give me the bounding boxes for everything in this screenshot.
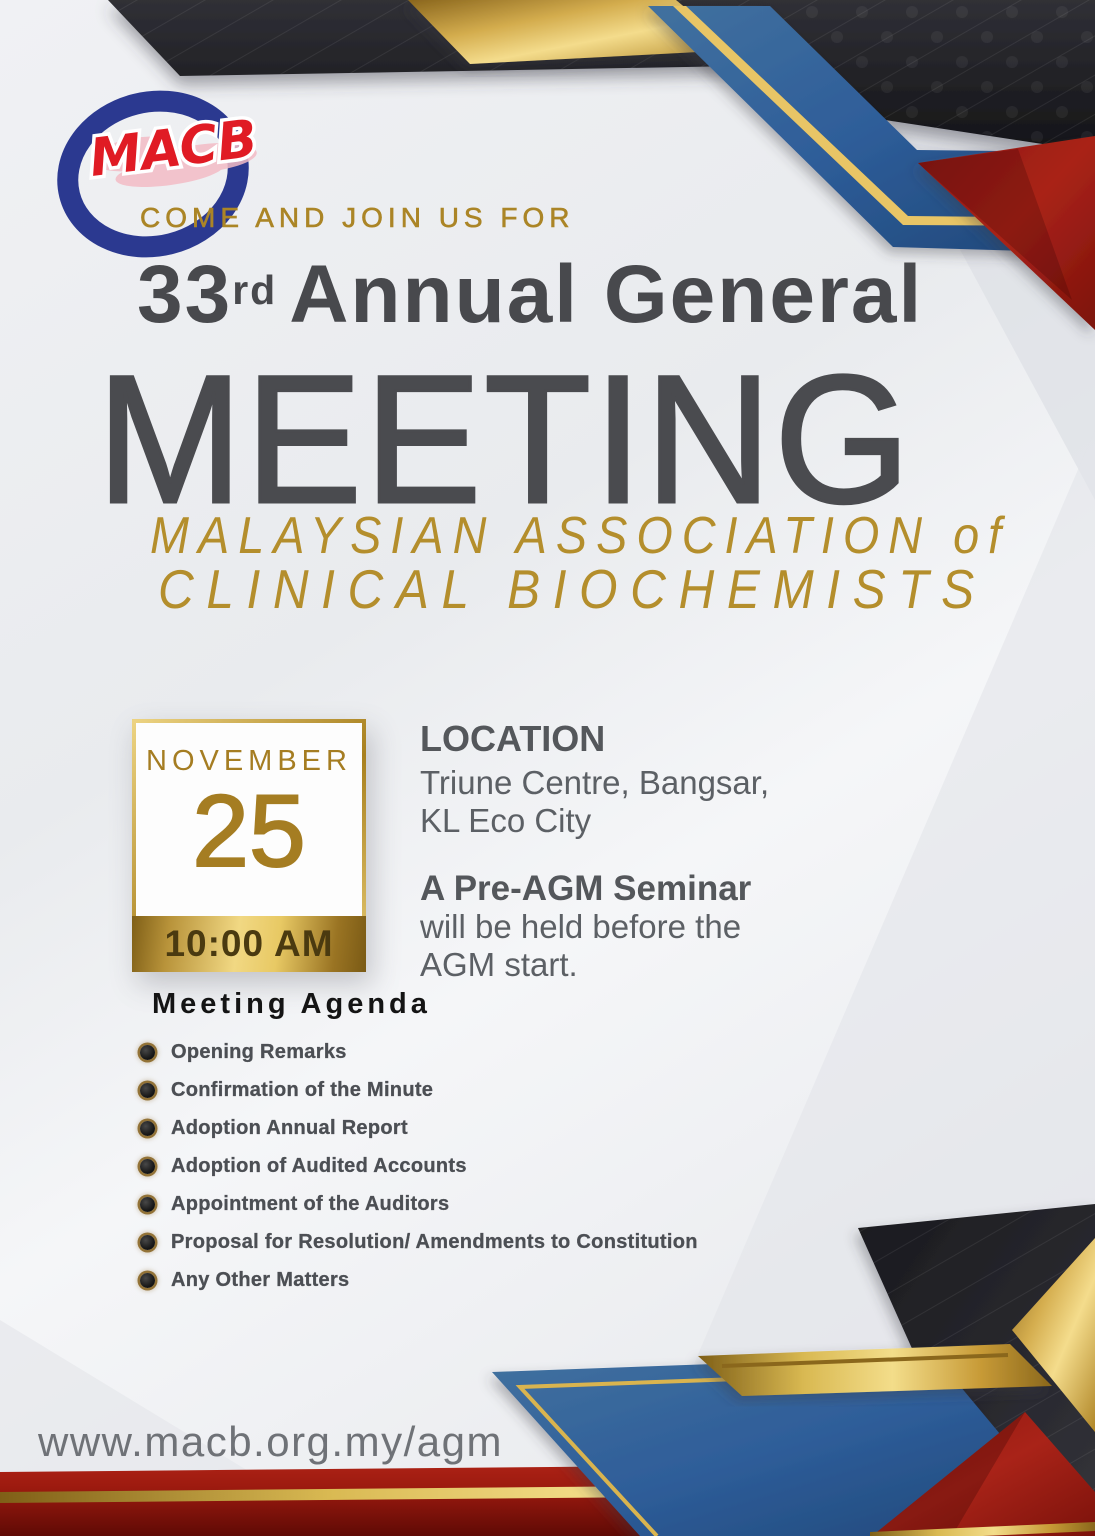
org-line-2: CLINICAL BIOCHEMISTS: [158, 558, 987, 620]
bottom-red-pyramid-facet: [872, 1412, 1025, 1536]
date-time: 10:00 AM: [164, 923, 334, 964]
agenda-item-label: Any Other Matters: [171, 1269, 350, 1291]
agenda-item-label: Opening Remarks: [171, 1041, 347, 1063]
top-right-red-triangle: [918, 136, 1095, 330]
agenda-item-label: Proposal for Resolution/ Amendments to C…: [171, 1231, 698, 1253]
bullet-icon: [140, 1273, 155, 1288]
bottom-corner-gold-line: [870, 1522, 1095, 1536]
bullet-icon: [140, 1159, 155, 1174]
bottom-gold-bar-inner-line: [721, 1353, 1009, 1368]
title-meeting: MEETING: [96, 337, 914, 541]
kicker-text: COME AND JOIN US FOR: [140, 202, 575, 234]
date-day: 25: [191, 774, 306, 888]
agenda-item: Adoption Annual Report: [140, 1117, 780, 1140]
date-time-bar: 10:00 AM: [132, 916, 366, 972]
agenda-section: Meeting Agenda Opening Remarks Confirmat…: [140, 988, 780, 1307]
location-block: LOCATION Triune Centre, Bangsar, KL Eco …: [420, 720, 900, 984]
bullet-icon: [140, 1235, 155, 1250]
agenda-item: Any Other Matters: [140, 1269, 780, 1292]
agenda-item-label: Adoption of Audited Accounts: [171, 1155, 467, 1177]
agenda-item-label: Adoption Annual Report: [171, 1117, 408, 1139]
seminar-line-2: AGM start.: [420, 946, 578, 983]
agenda-list: Opening Remarks Confirmation of the Minu…: [140, 1041, 780, 1292]
macb-logo: MACB: [57, 90, 264, 258]
title-rest: Annual General: [289, 249, 924, 340]
agenda-item-label: Appointment of the Auditors: [171, 1193, 450, 1215]
top-gold-parallelogram: [408, 0, 736, 64]
main-title: 33rd Annual General: [137, 249, 924, 340]
bullet-icon: [140, 1083, 155, 1098]
bullet-icon: [140, 1045, 155, 1060]
agenda-item: Proposal for Resolution/ Amendments to C…: [140, 1231, 780, 1254]
location-line-2: KL Eco City: [420, 802, 592, 839]
bullet-icon: [140, 1121, 155, 1136]
seminar-title: A Pre-AGM Seminar: [420, 869, 752, 908]
bottom-red-pyramid: [872, 1412, 1095, 1536]
org-line-1: MALAYSIAN ASSOCIATION of: [150, 507, 1011, 565]
agenda-item: Opening Remarks: [140, 1041, 780, 1064]
bullet-icon: [140, 1197, 155, 1212]
agenda-title: Meeting Agenda: [152, 988, 431, 1020]
date-card: NOVEMBER 25 10:00 AM: [132, 719, 366, 972]
agenda-item: Confirmation of the Minute: [140, 1079, 780, 1102]
top-right-red-facet: [918, 149, 1072, 300]
agenda-item: Adoption of Audited Accounts: [140, 1155, 780, 1178]
footer-url: www.macb.org.my/agm: [38, 1418, 503, 1465]
date-month: NOVEMBER: [146, 745, 352, 777]
seminar-line-1: will be held before the: [420, 908, 742, 945]
title-ordinal: rd: [232, 266, 278, 313]
logo-map-shape: [93, 136, 257, 187]
location-label: LOCATION: [420, 718, 606, 759]
agenda-item: Appointment of the Auditors: [140, 1193, 780, 1216]
title-number: 33: [137, 249, 233, 340]
agenda-item-label: Confirmation of the Minute: [171, 1079, 434, 1101]
sheen-bottom-left: [0, 1320, 250, 1472]
bottom-right-gold-triangle: [1012, 1238, 1095, 1432]
location-line-1: Triune Centre, Bangsar,: [420, 764, 770, 801]
